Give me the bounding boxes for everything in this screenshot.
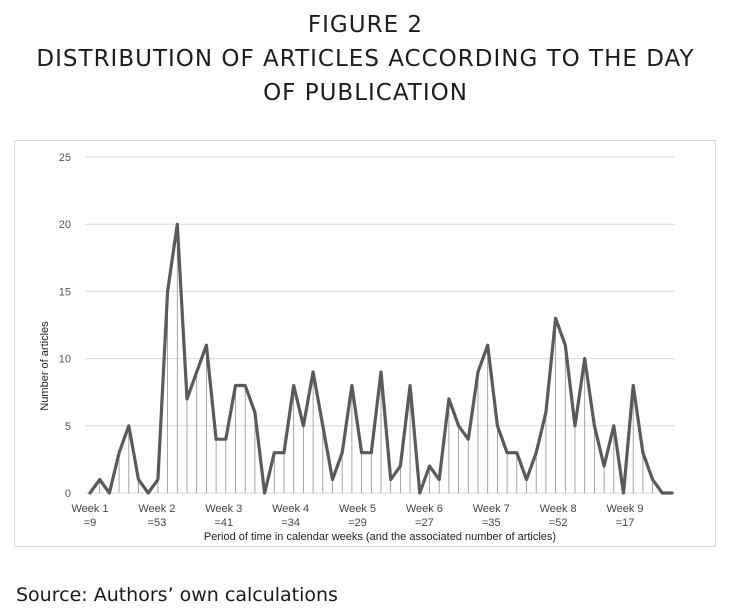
y-axis-label: Number of articles	[39, 321, 51, 411]
x-axis-label: Period of time in calendar weeks (and th…	[204, 531, 556, 543]
source-note: Source: Authors’ own calculations	[16, 584, 338, 606]
y-tick-label: 25	[59, 152, 71, 164]
series-line	[88, 222, 674, 495]
week-count-label: =41	[214, 517, 233, 529]
week-count-label: =9	[84, 517, 97, 529]
week-count-label: =53	[148, 517, 167, 529]
week-label: Week 9	[606, 503, 643, 515]
week-count-label: =27	[415, 517, 434, 529]
week-label: Week 1	[71, 503, 108, 515]
week-count-label: =29	[348, 517, 367, 529]
week-count-label: =17	[616, 517, 635, 529]
title-line-3: OF PUBLICATION	[263, 80, 468, 106]
title-line-1: FIGURE 2	[307, 12, 424, 38]
y-tick-labels: 0 5 10 15 20 25	[59, 152, 71, 500]
gridlines	[85, 156, 675, 494]
y-tick-label: 15	[59, 286, 71, 298]
y-tick-label: 0	[65, 488, 71, 500]
week-count-label: =52	[549, 517, 568, 529]
y-tick-label: 10	[59, 354, 71, 366]
week-label: Week 6	[406, 503, 443, 515]
week-label: Week 7	[473, 503, 510, 515]
chart-frame: 0 5 10 15 20 25 Week 1 =9 Week 2 =53 Week 3 =41 Wee…	[14, 140, 716, 547]
week-label: Week 2	[138, 503, 175, 515]
week-label: Week 4	[272, 503, 309, 515]
week-count-label: =34	[281, 517, 300, 529]
week-label: Week 8	[540, 503, 577, 515]
x-tick-labels: Week 1 =9 Week 2 =53 Week 3 =41 Week 4 =34 Week …	[71, 503, 643, 529]
week-label: Week 5	[339, 503, 376, 515]
week-label: Week 3	[205, 503, 242, 515]
drop-lines	[99, 224, 653, 493]
figure-title: FIGURE 2 DISTRIBUTION OF ARTICLES ACCORD…	[0, 8, 731, 110]
week-count-label: =35	[482, 517, 501, 529]
y-tick-label: 20	[59, 219, 71, 231]
title-line-2: DISTRIBUTION OF ARTICLES ACCORDING TO TH…	[36, 46, 695, 72]
y-tick-label: 5	[65, 421, 71, 433]
